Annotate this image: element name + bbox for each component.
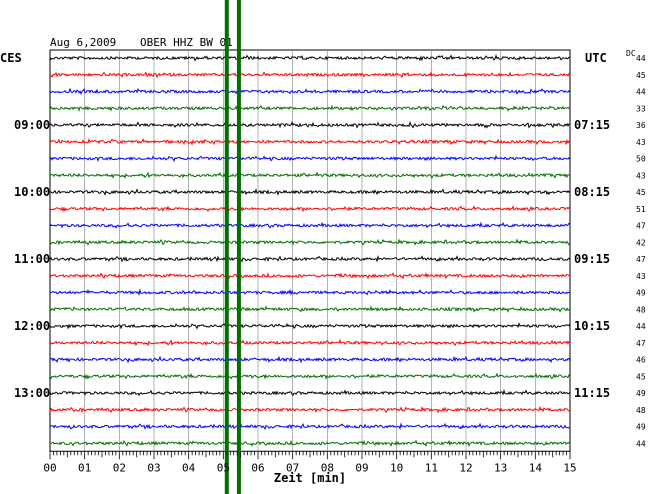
trace-17 <box>49 338 570 347</box>
dc-value-9: 51 <box>636 205 646 214</box>
trace-12 <box>49 254 571 263</box>
right-hour-label-0: 07:15 <box>574 118 610 132</box>
trace-22 <box>49 422 571 431</box>
x-tick-label-12: 12 <box>459 461 472 474</box>
dc-value-0: 44 <box>636 54 646 63</box>
x-tick-label-7: 07 <box>286 461 299 474</box>
x-tick-label-15: 15 <box>563 461 576 474</box>
dc-value-22: 49 <box>636 423 646 432</box>
x-tick-label-13: 13 <box>494 461 507 474</box>
x-tick-label-1: 01 <box>78 461 91 474</box>
dc-value-16: 44 <box>636 322 646 331</box>
x-tick-label-14: 14 <box>529 461 543 474</box>
station-label: OBER HHZ BW 01 <box>140 36 233 49</box>
x-tick-label-2: 02 <box>113 461 126 474</box>
right-hour-label-2: 09:15 <box>574 252 610 266</box>
left-zone-label: CES <box>0 51 22 65</box>
trace-18 <box>49 355 571 364</box>
trace-13 <box>49 272 571 280</box>
x-tick-label-5: 05 <box>217 461 230 474</box>
trace-11 <box>49 238 571 246</box>
right-zone-label: UTC <box>585 51 607 65</box>
dc-value-7: 43 <box>636 171 646 180</box>
right-hour-label-3: 10:15 <box>574 319 610 333</box>
trace-8 <box>49 188 571 196</box>
dc-label: DC <box>626 49 636 58</box>
left-hour-label-3: 12:00 <box>14 319 50 333</box>
trace-20 <box>49 389 571 397</box>
trace-1 <box>49 71 571 79</box>
dc-value-23: 44 <box>636 439 646 448</box>
hour-labels: 09:00 10:00 11:00 12:00 13:00 07:15 08:15 09:15… <box>14 118 610 400</box>
x-tick-label-8: 08 <box>321 461 334 474</box>
trace-4 <box>49 121 571 129</box>
left-hour-label-1: 10:00 <box>14 185 50 199</box>
left-hour-label-0: 09:00 <box>14 118 50 132</box>
x-tick-label-6: 06 <box>251 461 264 474</box>
trace-3 <box>49 104 571 112</box>
dc-value-12: 47 <box>636 255 646 264</box>
left-hour-label-4: 13:00 <box>14 386 50 400</box>
right-hour-label-1: 08:15 <box>574 185 610 199</box>
dc-values: 44 45 44 33 36 43 50 43 45 51 47 42 47 43 49 48 44 47 46 45… <box>636 54 646 448</box>
dc-value-13: 43 <box>636 272 646 281</box>
dc-value-15: 48 <box>636 305 646 314</box>
dc-value-5: 43 <box>636 138 646 147</box>
dc-value-1: 45 <box>636 71 646 80</box>
plot-frame <box>49 49 571 452</box>
trace-9 <box>49 205 571 213</box>
dc-value-6: 50 <box>636 155 646 164</box>
x-axis-title: Zeit [min] <box>274 471 346 485</box>
dc-value-3: 33 <box>636 104 646 113</box>
right-hour-label-4: 11:15 <box>574 386 610 400</box>
trace-2 <box>49 87 571 96</box>
dc-value-18: 46 <box>636 356 646 365</box>
x-tick-label-0: 00 <box>43 461 56 474</box>
x-tick-label-9: 09 <box>355 461 368 474</box>
x-tick-label-4: 04 <box>182 461 196 474</box>
event-markers <box>224 0 241 494</box>
trace-21 <box>49 405 571 414</box>
date-label: Aug 6,2009 <box>50 36 116 49</box>
trace-5 <box>49 138 571 146</box>
dc-value-4: 36 <box>636 121 646 130</box>
plot-grid <box>49 49 571 452</box>
trace-0 <box>49 54 571 62</box>
x-tick-label-11: 11 <box>425 461 438 474</box>
x-axis: 00 01 02 03 04 05 06 07 08 09 10 11 12 13 14 15 <box>43 451 577 474</box>
dc-value-11: 42 <box>636 238 646 247</box>
dc-value-14: 49 <box>636 289 646 298</box>
x-tick-label-10: 10 <box>390 461 403 474</box>
dc-value-21: 48 <box>636 406 646 415</box>
dc-value-2: 44 <box>636 88 646 97</box>
trace-7 <box>49 171 571 179</box>
trace-19 <box>49 372 571 380</box>
trace-group <box>49 54 571 448</box>
left-hour-label-2: 11:00 <box>14 252 50 266</box>
trace-10 <box>49 221 571 229</box>
trace-14 <box>49 288 571 297</box>
dc-value-10: 47 <box>636 222 646 231</box>
x-tick-label-3: 03 <box>147 461 160 474</box>
dc-value-19: 45 <box>636 372 646 381</box>
trace-15 <box>49 305 571 313</box>
trace-6 <box>49 154 571 162</box>
dc-value-8: 45 <box>636 188 646 197</box>
trace-23 <box>49 439 571 448</box>
dc-value-20: 49 <box>636 389 646 398</box>
dc-value-17: 47 <box>636 339 646 348</box>
trace-16 <box>49 322 571 330</box>
